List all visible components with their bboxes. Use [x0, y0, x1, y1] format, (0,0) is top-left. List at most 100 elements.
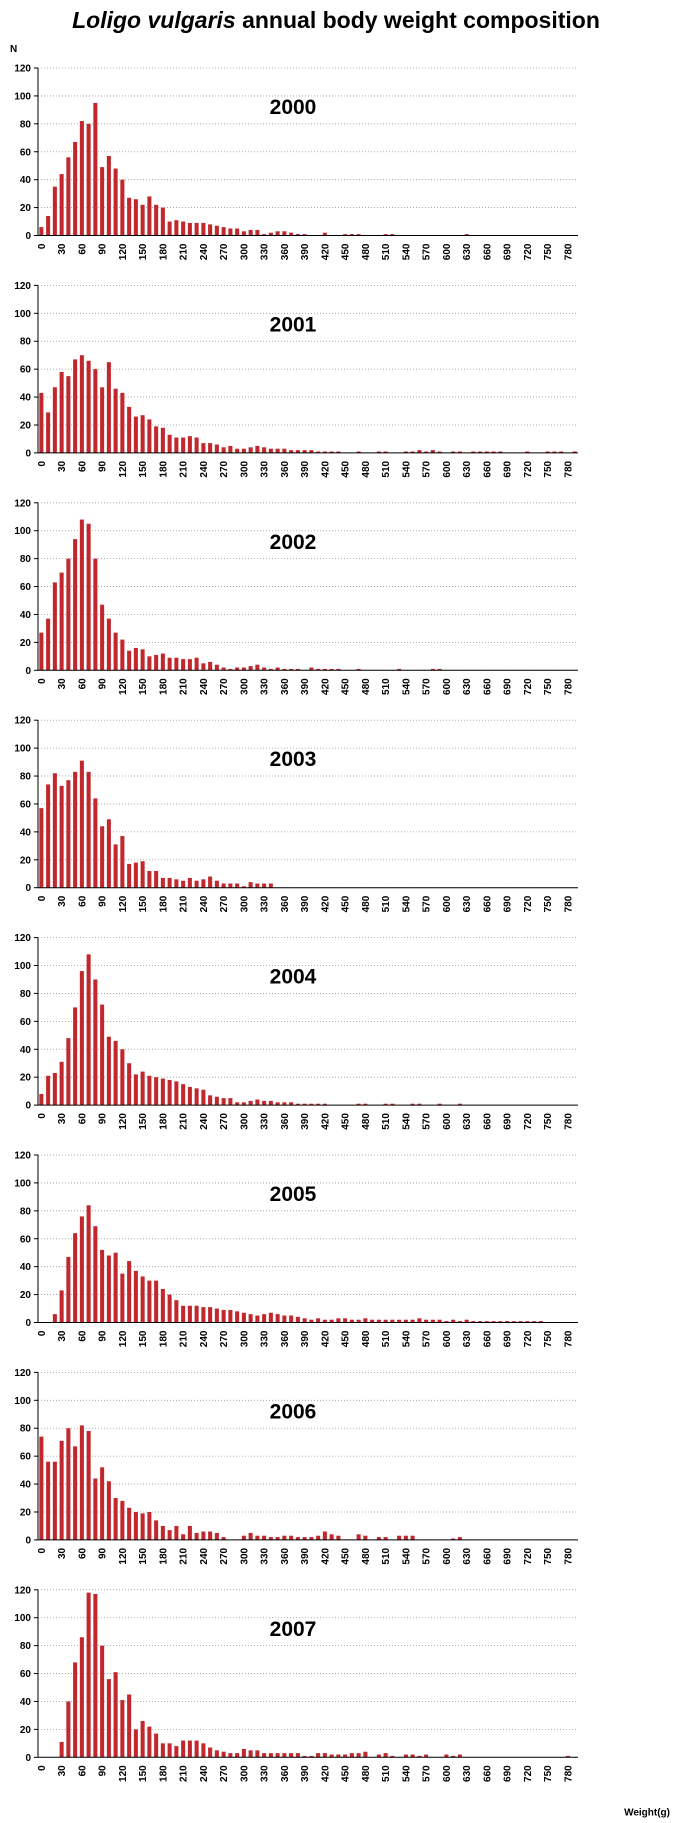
bar — [208, 1307, 213, 1323]
bar — [538, 1321, 543, 1323]
bar — [187, 659, 192, 671]
y-tick-label: 100 — [14, 961, 31, 972]
bar — [106, 362, 111, 453]
x-tick-label: 300 — [239, 678, 250, 695]
bar — [133, 1511, 138, 1540]
bar — [322, 451, 327, 453]
x-tick-label: 180 — [158, 1765, 169, 1782]
x-tick-label: 750 — [543, 1765, 554, 1782]
x-tick-label: 240 — [199, 1330, 210, 1347]
panel-title: 2000 — [270, 96, 317, 119]
x-tick-label: 480 — [361, 460, 372, 477]
bar — [52, 387, 57, 453]
x-tick-label: 210 — [179, 1330, 190, 1347]
x-tick-label: 150 — [138, 895, 149, 912]
bar — [120, 1500, 125, 1540]
bar — [127, 1507, 132, 1540]
bar — [194, 880, 199, 888]
y-tick-label: 20 — [20, 1073, 32, 1084]
x-tick-label: 510 — [381, 895, 392, 912]
x-tick-label: 330 — [260, 1330, 271, 1347]
y-tick-label: 120 — [14, 498, 31, 509]
bar — [100, 1004, 105, 1106]
x-tick-label: 0 — [37, 243, 48, 249]
y-tick-label: 0 — [25, 1318, 31, 1329]
bar — [106, 1481, 111, 1540]
bar — [79, 1637, 84, 1758]
x-tick-label: 690 — [503, 1547, 514, 1564]
bar — [52, 1072, 57, 1106]
bar — [241, 1312, 246, 1323]
bar — [457, 1321, 462, 1323]
x-tick-label: 390 — [300, 1113, 311, 1130]
bar — [410, 1319, 415, 1323]
y-tick-label: 60 — [20, 365, 32, 376]
bar — [127, 1694, 132, 1758]
bar — [194, 1305, 199, 1323]
x-tick-label: 270 — [219, 1547, 230, 1564]
bar — [100, 1249, 105, 1323]
bar — [167, 221, 172, 236]
bar — [214, 664, 219, 671]
bar — [174, 437, 179, 453]
x-tick-label: 630 — [462, 1765, 473, 1782]
bar — [241, 1102, 246, 1106]
x-tick-label: 60 — [77, 243, 88, 255]
bar — [289, 1102, 294, 1106]
x-tick-label: 180 — [158, 243, 169, 260]
x-tick-label: 240 — [199, 1765, 210, 1782]
bar — [289, 450, 294, 453]
x-tick-label: 30 — [57, 895, 68, 907]
bar — [343, 1754, 348, 1758]
bar — [289, 1315, 294, 1323]
bar — [417, 1755, 422, 1758]
y-tick-label: 60 — [20, 1017, 32, 1028]
bar — [187, 1525, 192, 1540]
bar — [140, 1276, 145, 1323]
bar — [154, 1520, 159, 1540]
bar — [187, 222, 192, 236]
bar — [127, 650, 132, 671]
bar — [484, 1321, 489, 1323]
bar — [113, 1252, 118, 1323]
bar — [268, 448, 273, 453]
bar — [282, 448, 287, 453]
bar — [329, 1754, 334, 1758]
bar — [383, 1319, 388, 1323]
bar — [572, 451, 577, 453]
bar — [174, 1300, 179, 1323]
bar — [140, 1513, 145, 1540]
title-text: annual body weight composition — [242, 7, 600, 33]
bar — [235, 1753, 240, 1758]
bar — [39, 808, 44, 888]
bar — [127, 197, 132, 236]
bar — [100, 1467, 105, 1540]
x-tick-label: 450 — [341, 1547, 352, 1564]
x-tick-label: 150 — [138, 1330, 149, 1347]
x-tick-label: 60 — [77, 1547, 88, 1559]
x-tick-label: 690 — [503, 1765, 514, 1782]
bar — [66, 376, 71, 453]
x-tick-label: 480 — [361, 678, 372, 695]
x-tick-label: 780 — [563, 1113, 574, 1130]
x-tick-label: 180 — [158, 1113, 169, 1130]
bar — [356, 1753, 361, 1758]
bar — [100, 167, 105, 236]
bar — [518, 1321, 523, 1323]
x-tick-label: 510 — [381, 1547, 392, 1564]
x-tick-label: 300 — [239, 1113, 250, 1130]
x-tick-label: 630 — [462, 1330, 473, 1347]
bar — [106, 155, 111, 236]
bar — [52, 1314, 57, 1323]
bar — [120, 836, 125, 888]
x-tick-label: 750 — [543, 895, 554, 912]
y-tick-label: 60 — [20, 1452, 32, 1463]
y-tick-label: 80 — [20, 1206, 32, 1217]
y-tick-label: 20 — [20, 638, 32, 649]
x-tick-label: 660 — [482, 678, 493, 695]
x-tick-label: 690 — [503, 1330, 514, 1347]
bar — [140, 204, 145, 236]
x-tick-label: 660 — [482, 1330, 493, 1347]
bar — [552, 451, 557, 453]
y-tick-label: 80 — [20, 554, 32, 565]
